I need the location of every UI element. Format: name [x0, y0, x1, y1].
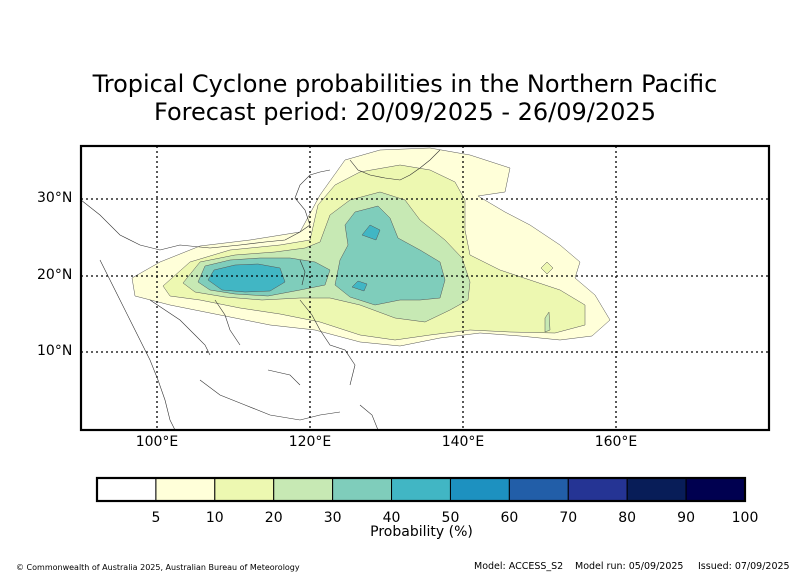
colorbar-tick-label: 60 [500, 510, 519, 526]
colorbar-swatch [449, 477, 510, 502]
colorbar-tick-label: 20 [264, 510, 283, 526]
colorbar-tick-label: 100 [731, 510, 759, 526]
colorbar-tick-label: 10 [205, 510, 224, 526]
colorbar [96, 477, 746, 502]
contour-30b [334, 205, 446, 306]
colorbar-tick-label: 50 [441, 510, 460, 526]
colorbar-swatch [96, 477, 157, 502]
colorbar-swatch [508, 477, 569, 502]
lon-label-160e: 160°E [594, 434, 638, 450]
colorbar-tick-label: 5 [151, 510, 161, 526]
title-line-2: Forecast period: 20/09/2025 - 26/09/2025 [154, 98, 656, 126]
contour-island-b [544, 311, 551, 333]
map-frame [79, 144, 771, 432]
lon-label-100e: 100°E [135, 434, 179, 450]
colorbar-swatch [567, 477, 628, 502]
colorbar-swatch [273, 477, 334, 502]
lat-label-30n: 30°N [37, 190, 73, 206]
contour-40c [351, 280, 368, 292]
colorbar-tick-label: 70 [559, 510, 578, 526]
coastlines [81, 149, 441, 430]
model-label: Model: ACCESS_S2 [474, 561, 564, 572]
colorbar-tick-label: 80 [618, 510, 637, 526]
gridlines [81, 146, 769, 430]
colorbar-tick-label: 30 [323, 510, 342, 526]
model-run-label: Model run: 05/09/2025 [575, 561, 684, 572]
colorbar-tick-label: 90 [677, 510, 695, 526]
colorbar-frame [95, 476, 747, 503]
issued-label: Issued: 07/09/2025 [698, 561, 790, 572]
contour-40 [207, 263, 286, 293]
colorbar-title: Probability (%) [370, 524, 473, 540]
title-line-1: Tropical Cyclone probabilities in the No… [92, 70, 718, 98]
colorbar-swatch [626, 477, 687, 502]
contour-island-a [540, 261, 554, 275]
colorbar-swatch [332, 477, 393, 502]
probability-contours [131, 147, 611, 347]
colorbar-swatch [685, 477, 746, 502]
lat-label-10n: 10°N [37, 343, 73, 359]
lon-label-120e: 120°E [288, 434, 332, 450]
copyright-notice: © Commonwealth of Australia 2025, Austra… [16, 563, 300, 572]
contour-40b [361, 224, 381, 241]
colorbar-swatch [155, 477, 216, 502]
colorbar-swatch [391, 477, 451, 502]
lon-label-140e: 140°E [441, 434, 485, 450]
colorbar-tick-label: 40 [382, 510, 401, 526]
lat-label-20n: 20°N [37, 267, 73, 283]
colorbar-swatch [214, 477, 275, 502]
